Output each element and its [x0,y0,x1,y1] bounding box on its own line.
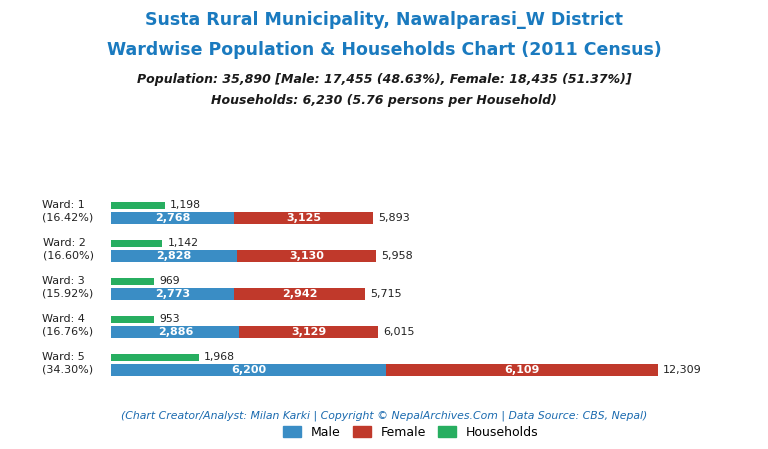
Text: (Chart Creator/Analyst: Milan Karki | Copyright © NepalArchives.Com | Data Sourc: (Chart Creator/Analyst: Milan Karki | Co… [121,411,647,421]
Bar [240,326,379,338]
Text: Ward: 4
(16.76%): Ward: 4 (16.76%) [42,314,94,337]
Text: 5,893: 5,893 [378,213,410,223]
Text: 3,130: 3,130 [289,251,324,261]
Bar [111,240,162,247]
Text: Susta Rural Municipality, Nawalparasi_W District: Susta Rural Municipality, Nawalparasi_W … [145,11,623,29]
Text: 1,198: 1,198 [170,200,201,210]
Text: Ward: 1
(16.42%): Ward: 1 (16.42%) [42,200,94,223]
Text: 6,109: 6,109 [505,365,540,375]
Bar [111,354,199,361]
Text: 2,768: 2,768 [155,213,190,223]
Text: 1,968: 1,968 [204,352,235,362]
Bar [234,211,372,224]
Text: 3,125: 3,125 [286,213,321,223]
Text: 5,958: 5,958 [381,251,413,261]
Text: 6,200: 6,200 [231,365,266,375]
Text: 2,828: 2,828 [157,251,192,261]
Text: 2,942: 2,942 [282,289,317,299]
Text: 2,886: 2,886 [157,327,193,337]
Bar [111,364,386,376]
Text: Wardwise Population & Households Chart (2011 Census): Wardwise Population & Households Chart (… [107,41,661,59]
Text: 5,715: 5,715 [370,289,402,299]
Text: Population: 35,890 [Male: 17,455 (48.63%), Female: 18,435 (51.37%)]: Population: 35,890 [Male: 17,455 (48.63%… [137,73,631,86]
Bar [234,288,365,300]
Text: 969: 969 [160,276,180,286]
Text: 2,773: 2,773 [155,289,190,299]
Text: 1,142: 1,142 [167,238,198,248]
Bar [111,211,234,224]
Legend: Male, Female, Households: Male, Female, Households [278,421,544,444]
Bar [386,364,657,376]
Bar [111,316,154,323]
Text: 6,015: 6,015 [383,327,415,337]
Text: Ward: 5
(34.30%): Ward: 5 (34.30%) [42,352,94,374]
Bar [111,278,154,285]
Text: 953: 953 [159,314,180,324]
Bar [111,250,237,262]
Text: 3,129: 3,129 [291,327,326,337]
Text: 12,309: 12,309 [663,365,702,375]
Bar [111,288,234,300]
Text: Ward: 2
(16.60%): Ward: 2 (16.60%) [42,238,94,261]
Bar [237,250,376,262]
Text: Ward: 3
(15.92%): Ward: 3 (15.92%) [42,276,94,299]
Text: Households: 6,230 (5.76 persons per Household): Households: 6,230 (5.76 persons per Hous… [211,94,557,107]
Bar [111,202,164,209]
Bar [111,326,240,338]
